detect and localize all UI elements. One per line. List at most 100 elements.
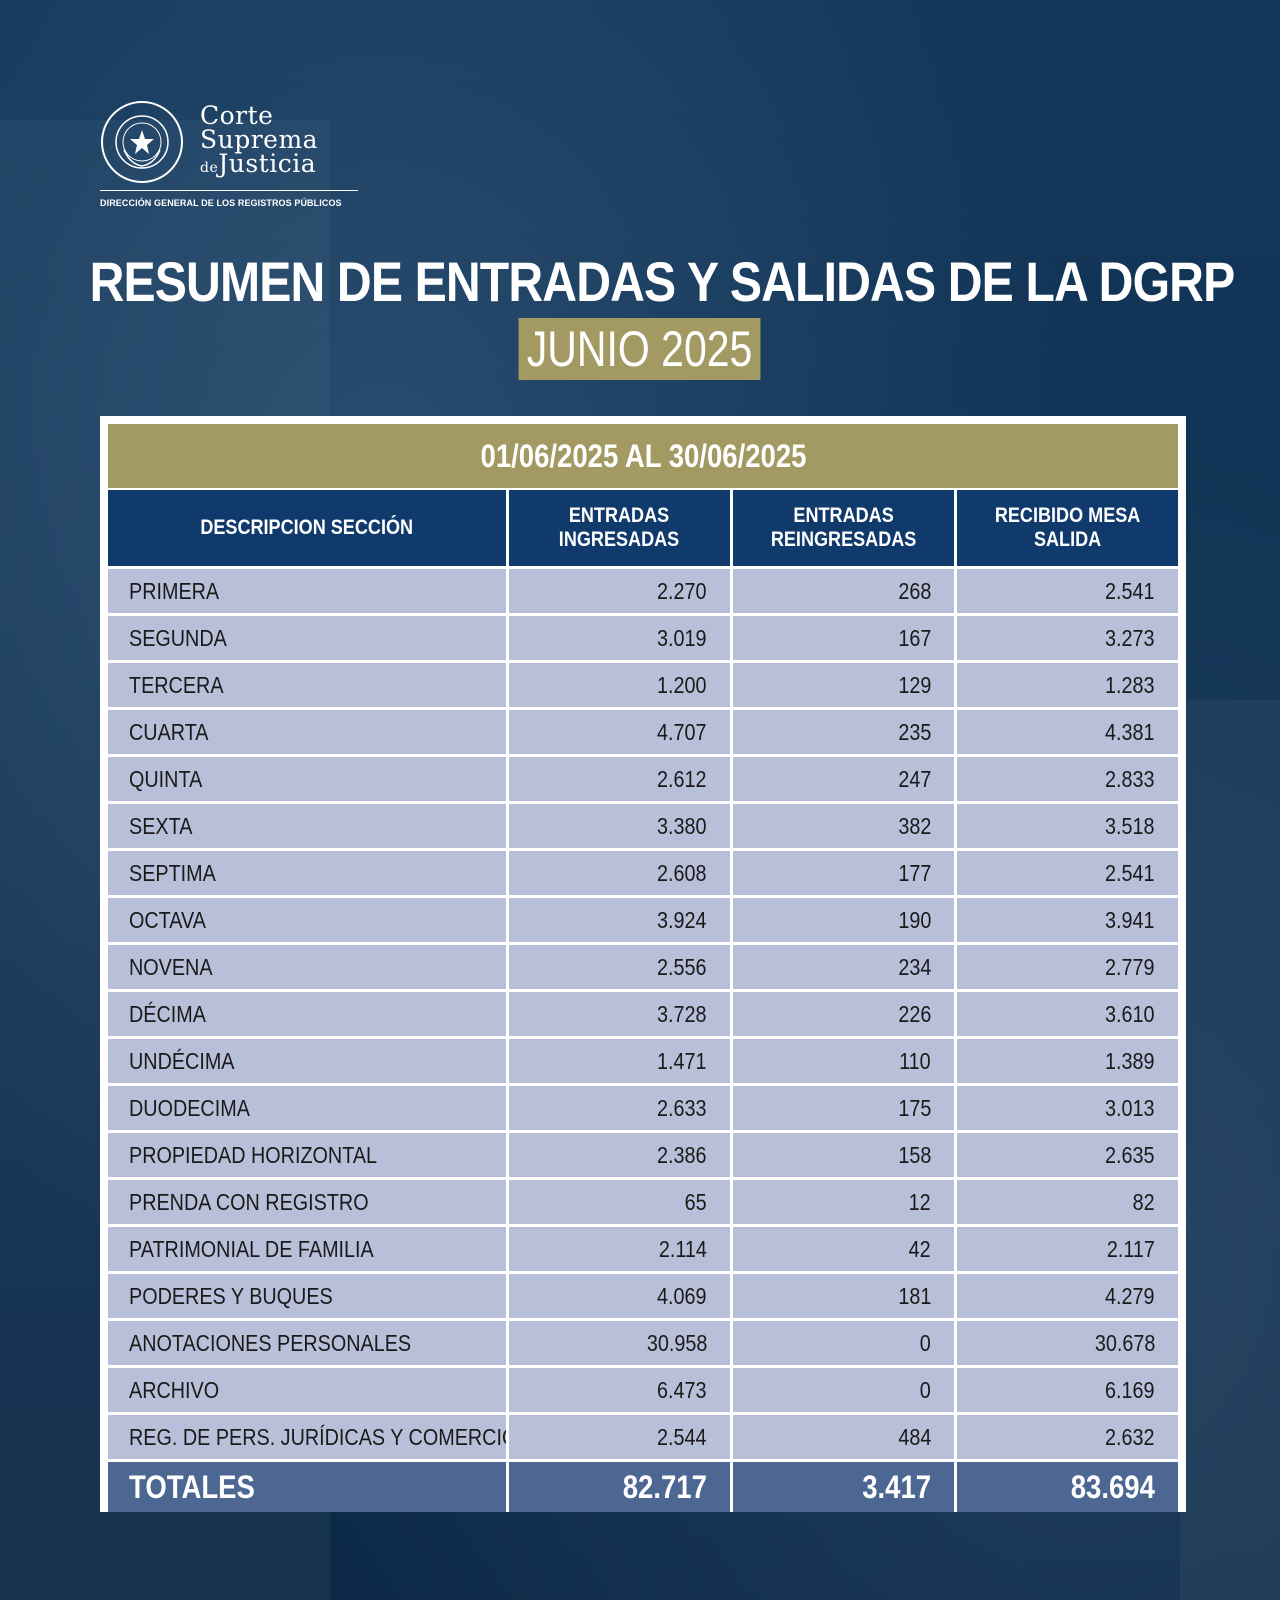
table-row: CUARTA 4.707 235 4.381 — [108, 707, 1178, 754]
value: 3.380 — [657, 812, 707, 839]
value: 3.518 — [1105, 812, 1155, 839]
table-row: PRIMERA 2.270 268 2.541 — [108, 566, 1178, 613]
value-cell: 2.612 — [506, 754, 730, 801]
logo: Corte Suprema deJusticia DIRECCIÓN GENER… — [100, 100, 358, 218]
value: 1.471 — [657, 1047, 707, 1074]
section-name-cell: PODERES Y BUQUES — [108, 1271, 506, 1318]
value: 2.632 — [1105, 1423, 1155, 1450]
value-cell: 2.544 — [506, 1412, 730, 1459]
section-name: CUARTA — [129, 718, 209, 745]
table-row: SEGUNDA 3.019 167 3.273 — [108, 613, 1178, 660]
section-name-cell: TERCERA — [108, 660, 506, 707]
value-cell: 3.380 — [506, 801, 730, 848]
seal-icon — [101, 101, 183, 183]
section-name: OCTAVA — [129, 906, 206, 933]
section-name-cell: PATRIMONIAL DE FAMILIA — [108, 1224, 506, 1271]
section-name: NOVENA — [129, 953, 213, 980]
value: 42 — [908, 1235, 931, 1262]
value: 1.389 — [1105, 1047, 1155, 1074]
section-name: PODERES Y BUQUES — [129, 1282, 333, 1309]
value-cell: 382 — [730, 801, 954, 848]
section-name-cell: REG. DE PERS. JURÍDICAS Y COMERCIO — [108, 1412, 506, 1459]
section-name-cell: QUINTA — [108, 754, 506, 801]
section-name-cell: ARCHIVO — [108, 1365, 506, 1412]
value: 2.270 — [657, 577, 707, 604]
month-badge: JUNIO 2025 — [518, 318, 762, 380]
value: 3.273 — [1105, 624, 1155, 651]
value-cell: 3.518 — [954, 801, 1178, 848]
value-cell: 65 — [506, 1177, 730, 1224]
section-name: TOTALES — [129, 1468, 255, 1505]
table-row: OCTAVA 3.924 190 3.941 — [108, 895, 1178, 942]
table-row: ANOTACIONES PERSONALES 30.958 0 30.678 — [108, 1318, 1178, 1365]
value: 12 — [908, 1188, 931, 1215]
value: 82.717 — [622, 1468, 707, 1505]
section-name-cell: PRENDA CON REGISTRO — [108, 1177, 506, 1224]
value: 129 — [897, 671, 931, 698]
column-header: DESCRIPCION SECCIÓN — [108, 490, 506, 566]
value-cell: 2.779 — [954, 942, 1178, 989]
section-name-cell: ANOTACIONES PERSONALES — [108, 1318, 506, 1365]
value: 3.941 — [1105, 906, 1155, 933]
value: 484 — [897, 1423, 931, 1450]
value: 2.608 — [657, 859, 707, 886]
summary-table: DESCRIPCION SECCIÓN ENTRADAS INGRESADAS … — [108, 490, 1178, 1512]
section-name-cell: SEXTA — [108, 801, 506, 848]
section-name-cell: PRIMERA — [108, 566, 506, 613]
value-cell: 247 — [730, 754, 954, 801]
section-name-cell: DÉCIMA — [108, 989, 506, 1036]
logo-wordmark: Corte Suprema deJusticia — [200, 103, 318, 180]
period-label: 01/06/2025 AL 30/06/2025 — [480, 437, 806, 474]
value-cell: 484 — [730, 1412, 954, 1459]
logo-line-3-prefix: de — [200, 160, 219, 176]
value: 6.473 — [657, 1376, 707, 1403]
value: 382 — [897, 812, 931, 839]
value-cell: 30.678 — [954, 1318, 1178, 1365]
value-cell: 3.941 — [954, 895, 1178, 942]
section-name-cell: UNDÉCIMA — [108, 1036, 506, 1083]
section-name: TERCERA — [129, 671, 224, 698]
value-cell: 235 — [730, 707, 954, 754]
value: 30.678 — [1094, 1329, 1155, 1356]
value-cell: 3.924 — [506, 895, 730, 942]
month-badge-wrap: JUNIO 2025 — [0, 318, 1280, 380]
value-cell: 6.169 — [954, 1365, 1178, 1412]
value: 4.707 — [657, 718, 707, 745]
value: 2.544 — [657, 1423, 707, 1450]
section-name-cell: OCTAVA — [108, 895, 506, 942]
value-cell: 2.541 — [954, 566, 1178, 613]
value: 2.541 — [1105, 577, 1155, 604]
table-row: UNDÉCIMA 1.471 110 1.389 — [108, 1036, 1178, 1083]
value: 235 — [897, 718, 931, 745]
value-cell: 0 — [730, 1365, 954, 1412]
column-header-label: ENTRADAS REINGRESADAS — [770, 504, 917, 551]
value-cell: 82 — [954, 1177, 1178, 1224]
value-cell: 30.958 — [506, 1318, 730, 1365]
section-name: PRIMERA — [129, 577, 220, 604]
value-cell: 3.019 — [506, 613, 730, 660]
value-cell: 1.389 — [954, 1036, 1178, 1083]
value-cell: 167 — [730, 613, 954, 660]
table-row: PROPIEDAD HORIZONTAL 2.386 158 2.635 — [108, 1130, 1178, 1177]
value-cell: 190 — [730, 895, 954, 942]
value: 1.200 — [657, 671, 707, 698]
section-name: PATRIMONIAL DE FAMILIA — [129, 1235, 374, 1262]
value-cell: 2.633 — [506, 1083, 730, 1130]
value-cell: 2.833 — [954, 754, 1178, 801]
totals-row: TOTALES 82.717 3.417 83.694 — [108, 1459, 1178, 1512]
value-cell: 158 — [730, 1130, 954, 1177]
section-name: PRENDA CON REGISTRO — [129, 1188, 369, 1215]
value: 2.117 — [1106, 1235, 1155, 1262]
section-name: SEXTA — [129, 812, 193, 839]
value-cell: 2.386 — [506, 1130, 730, 1177]
value: 3.610 — [1105, 1000, 1155, 1027]
table-row: NOVENA 2.556 234 2.779 — [108, 942, 1178, 989]
column-header: RECIBIDO MESA SALIDA — [954, 490, 1178, 566]
value: 83.694 — [1070, 1468, 1155, 1505]
value-cell: 3.013 — [954, 1083, 1178, 1130]
value: 175 — [897, 1094, 931, 1121]
logo-line-3: deJusticia — [200, 151, 318, 180]
section-name-cell: CUARTA — [108, 707, 506, 754]
value: 2.612 — [657, 765, 707, 792]
value-cell: 3.610 — [954, 989, 1178, 1036]
